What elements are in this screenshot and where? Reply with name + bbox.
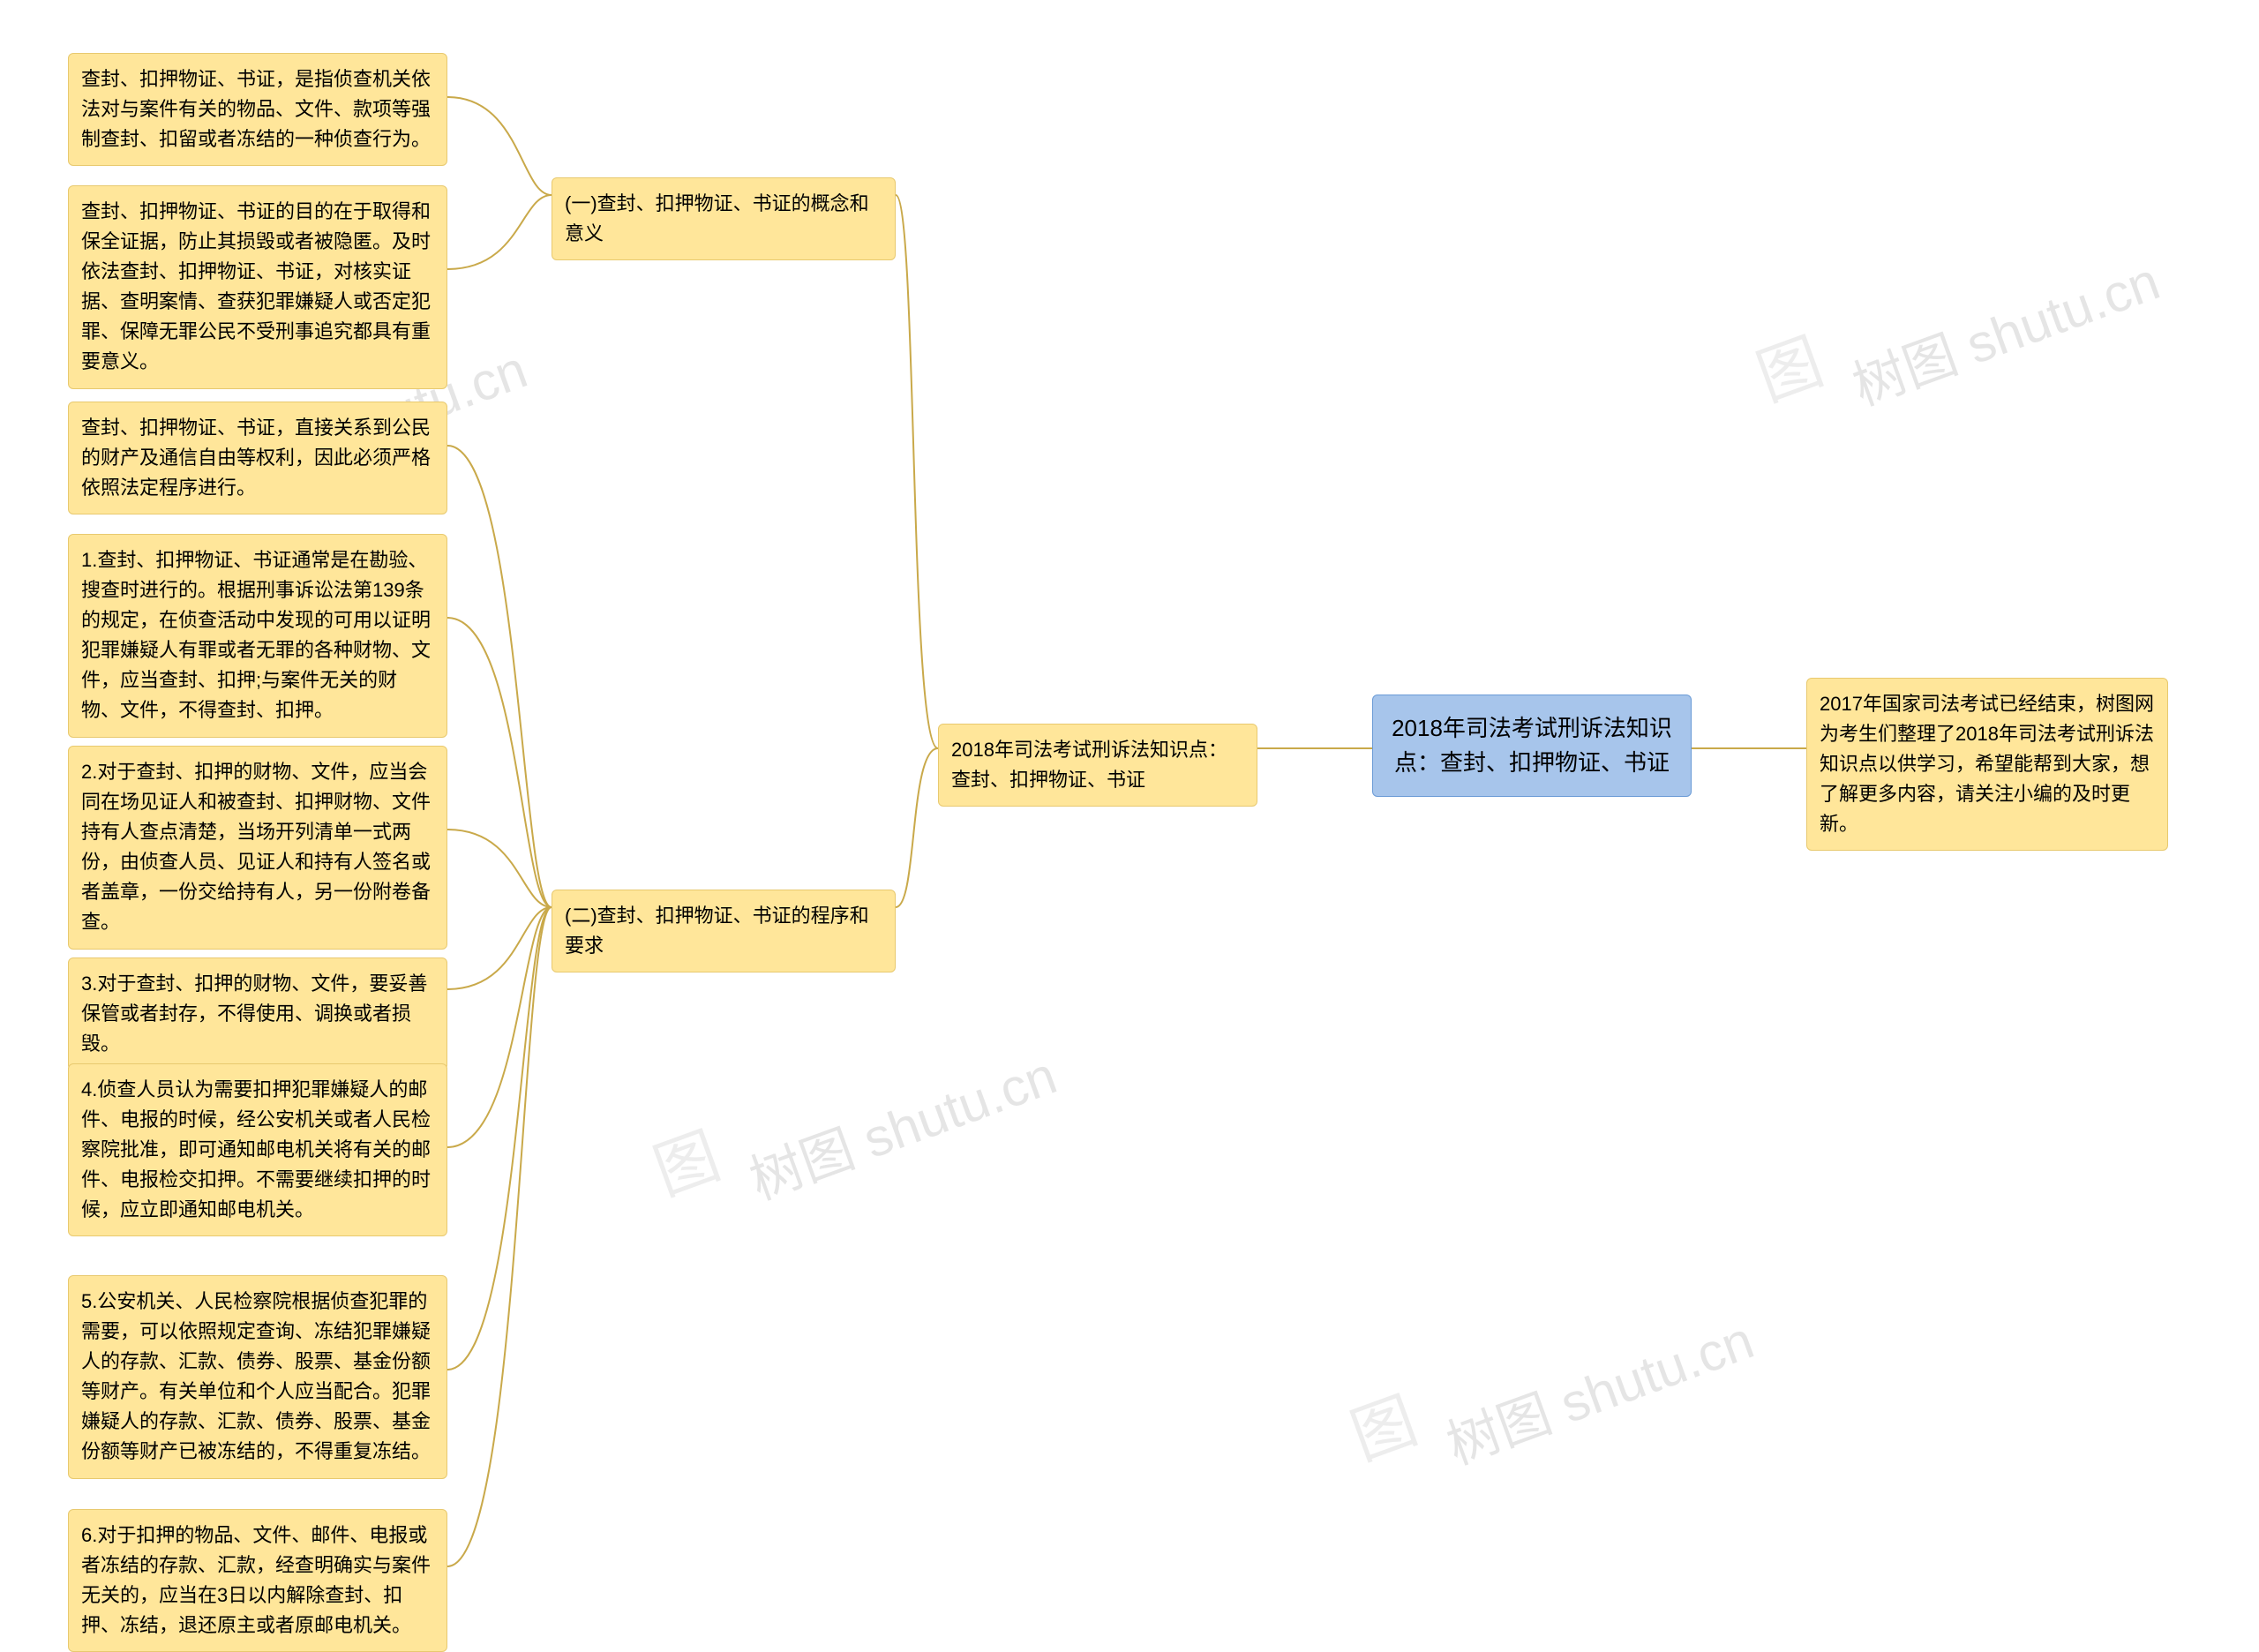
section2-leaf-7[interactable]: 6.对于扣押的物品、文件、邮件、电报或者冻结的存款、汇款，经查明确实与案件无关的… (68, 1509, 447, 1652)
section2-leaf-4[interactable]: 3.对于查封、扣押的财物、文件，要妥善保管或者封存，不得使用、调换或者损毁。 (68, 957, 447, 1070)
watermark-logo-3: 图 (1336, 1369, 1428, 1477)
section2-leaf-3[interactable]: 2.对于查封、扣押的财物、文件，应当会同在场见证人和被查封、扣押财物、文件持有人… (68, 746, 447, 950)
watermark-logo-4: 图 (1742, 310, 1834, 418)
section2-title-node[interactable]: (二)查封、扣押物证、书证的程序和要求 (552, 890, 896, 972)
left-main-node[interactable]: 2018年司法考试刑诉法知识点：查封、扣押物证、书证 (938, 724, 1257, 807)
watermark-4: 树图 shutu.cn (1841, 238, 2168, 420)
watermark-logo-2: 图 (639, 1104, 731, 1213)
section2-leaf-5[interactable]: 4.侦查人员认为需要扣押犯罪嫌疑人的邮件、电报的时候，经公安机关或者人民检察院批… (68, 1063, 447, 1236)
watermark-3: 树图 shutu.cn (1435, 1297, 1762, 1479)
root-node[interactable]: 2018年司法考试刑诉法知识点：查封、扣押物证、书证 (1372, 695, 1692, 797)
section1-leaf-1[interactable]: 查封、扣押物证、书证，是指侦查机关依法对与案件有关的物品、文件、款项等强制查封、… (68, 53, 447, 166)
section2-leaf-2[interactable]: 1.查封、扣押物证、书证通常是在勘验、搜查时进行的。根据刑事诉讼法第139条的规… (68, 534, 447, 738)
watermark-2: 树图 shutu.cn (738, 1032, 1065, 1214)
section1-leaf-2[interactable]: 查封、扣押物证、书证的目的在于取得和保全证据，防止其损毁或者被隐匿。及时依法查封… (68, 185, 447, 389)
section2-leaf-6[interactable]: 5.公安机关、人民检察院根据侦查犯罪的需要，可以依照规定查询、冻结犯罪嫌疑人的存… (68, 1275, 447, 1479)
section2-leaf-1[interactable]: 查封、扣押物证、书证，直接关系到公民的财产及通信自由等权利，因此必须严格依照法定… (68, 402, 447, 514)
right-description-node[interactable]: 2017年国家司法考试已经结束，树图网为考生们整理了2018年司法考试刑诉法知识… (1806, 678, 2168, 851)
section1-title-node[interactable]: (一)查封、扣押物证、书证的概念和意义 (552, 177, 896, 260)
